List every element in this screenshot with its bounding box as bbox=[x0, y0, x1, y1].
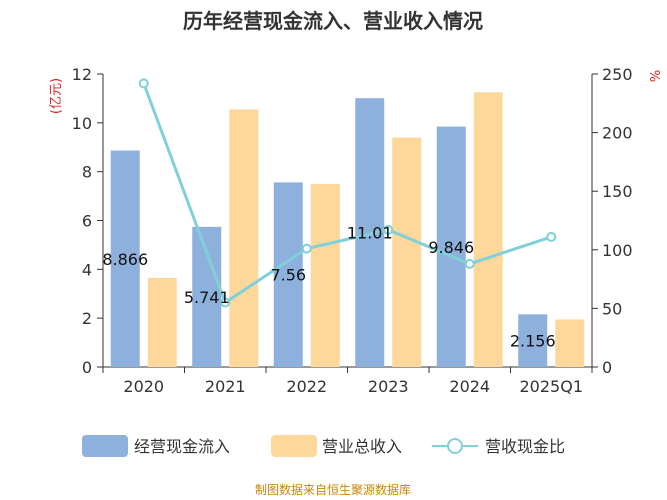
legend-ratio: 营收现金比 bbox=[432, 437, 565, 456]
data-label-cash-inflow: 2.156 bbox=[510, 332, 556, 351]
source-note: 制图数据来自恒生聚源数据库 bbox=[255, 482, 411, 497]
x-tick-label: 2022 bbox=[286, 377, 327, 396]
legend-revenue: 营业总收入 bbox=[271, 435, 402, 457]
ratio-point bbox=[138, 78, 149, 89]
legend-revenue-swatch bbox=[271, 435, 317, 457]
data-label-cash-inflow: 8.866 bbox=[102, 250, 148, 269]
ratio-point bbox=[546, 231, 557, 242]
bar-revenue bbox=[310, 183, 340, 367]
y-left-unit: (亿元) bbox=[49, 78, 64, 114]
y-left-tick-label: 4 bbox=[82, 260, 92, 279]
data-label-cash-inflow: 7.56 bbox=[270, 266, 306, 285]
bar-cash-inflow bbox=[110, 150, 140, 367]
legend-cash-inflow: 经营现金流入 bbox=[82, 435, 230, 457]
y-right-unit: % bbox=[649, 70, 664, 82]
y-right-tick-label: 50 bbox=[602, 299, 622, 318]
bar-revenue bbox=[147, 277, 177, 367]
legend-ratio-marker bbox=[447, 438, 463, 454]
data-label-cash-inflow: 11.01 bbox=[347, 224, 393, 243]
data-label-cash-inflow: 9.846 bbox=[428, 238, 474, 257]
x-tick-label: 2021 bbox=[205, 377, 246, 396]
ratio-point bbox=[383, 224, 394, 235]
legend-cash-inflow-label: 经营现金流入 bbox=[134, 437, 230, 456]
y-right-tick-label: 0 bbox=[602, 358, 612, 377]
y-right-tick-label: 250 bbox=[602, 65, 633, 84]
y-left-tick-label: 0 bbox=[82, 358, 92, 377]
ratio-point bbox=[220, 297, 231, 308]
bar-cash-inflow bbox=[273, 182, 303, 367]
legend-revenue-label: 营业总收入 bbox=[322, 437, 402, 456]
bar-cash-inflow bbox=[436, 126, 466, 367]
bar-revenue bbox=[229, 109, 259, 367]
x-tick-label: 2020 bbox=[123, 377, 164, 396]
data-label-cash-inflow: 5.741 bbox=[184, 288, 230, 307]
bar-revenue bbox=[555, 319, 585, 367]
y-left-tick-label: 12 bbox=[72, 65, 92, 84]
x-tick-label: 2024 bbox=[449, 377, 490, 396]
y-right-tick-label: 200 bbox=[602, 124, 633, 143]
x-tick-label: 2025Q1 bbox=[520, 377, 584, 396]
bar-revenue bbox=[473, 92, 503, 367]
legend-ratio-label: 营收现金比 bbox=[485, 437, 565, 456]
x-tick-label: 2023 bbox=[368, 377, 409, 396]
ratio-point bbox=[464, 258, 475, 269]
chart-title: 历年经营现金流入、营业收入情况 bbox=[183, 9, 483, 33]
bar-cash-inflow bbox=[518, 314, 548, 367]
bar-revenue bbox=[392, 137, 422, 367]
y-right-tick-label: 150 bbox=[602, 182, 633, 201]
y-left-tick-label: 6 bbox=[82, 212, 92, 231]
ratio-point bbox=[301, 243, 312, 254]
y-left-tick-label: 2 bbox=[82, 309, 92, 328]
y-right-tick-label: 100 bbox=[602, 241, 633, 260]
y-left-tick-label: 10 bbox=[72, 114, 92, 133]
ratio-line bbox=[142, 82, 552, 305]
y-left-tick-label: 8 bbox=[82, 163, 92, 182]
legend-cash-inflow-swatch bbox=[82, 435, 128, 457]
plot-area: 0 2 4 6 8 10 12 0 50 100 150 200 250 2020 2021 2022 2023… bbox=[72, 65, 633, 396]
legend: 经营现金流入 营业总收入 营收现金比 bbox=[82, 435, 565, 457]
